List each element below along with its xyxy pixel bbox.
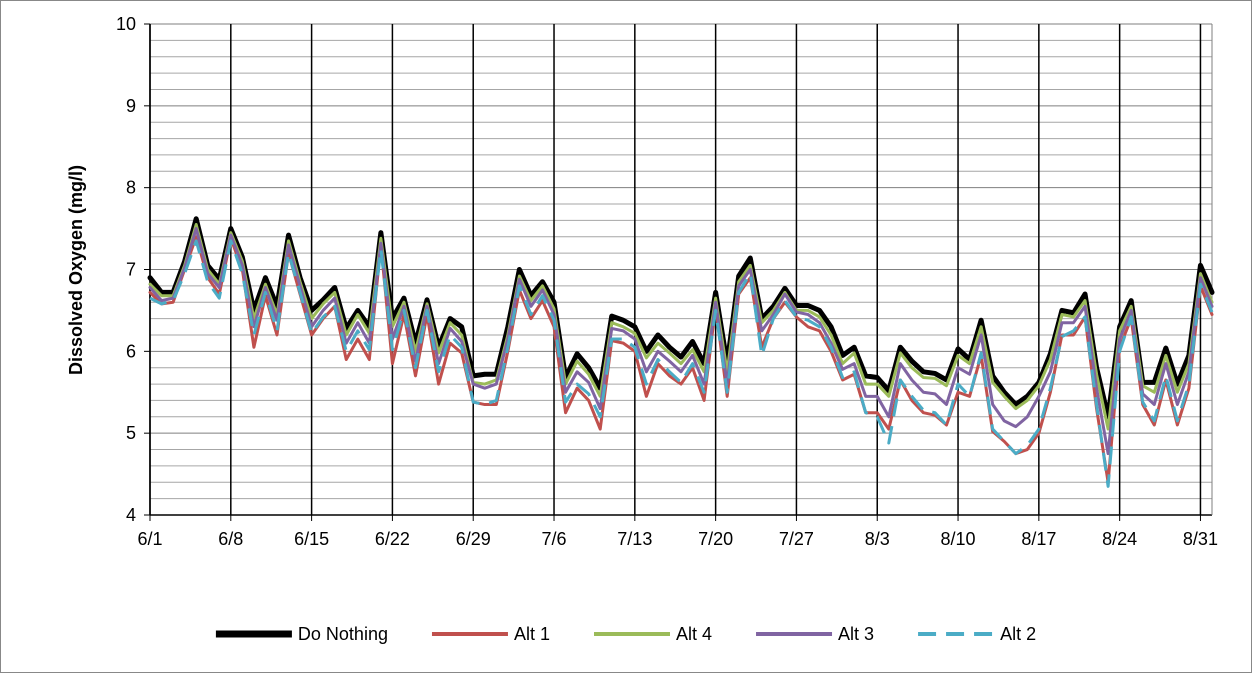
y-tick-label: 4 xyxy=(126,505,136,525)
y-tick-label: 10 xyxy=(116,14,136,34)
legend-label-alt-3: Alt 3 xyxy=(838,624,874,644)
x-tick-label: 6/8 xyxy=(218,529,243,549)
x-tick-label: 8/24 xyxy=(1102,529,1137,549)
legend-label-alt-4: Alt 4 xyxy=(676,624,712,644)
x-tick-label: 8/10 xyxy=(941,529,976,549)
y-tick-label: 9 xyxy=(126,96,136,116)
y-tick-label: 8 xyxy=(126,178,136,198)
legend-label-alt-2: Alt 2 xyxy=(1000,624,1036,644)
x-tick-label: 6/15 xyxy=(294,529,329,549)
legend: Do Nothing Alt 1 Alt 4 Alt 3 Alt 2 xyxy=(215,624,1036,644)
x-tick-label: 8/3 xyxy=(865,529,890,549)
x-tick-label: 6/22 xyxy=(375,529,410,549)
x-tick-label: 7/27 xyxy=(779,529,814,549)
x-tick-label: 7/20 xyxy=(698,529,733,549)
legend-label-do-nothing: Do Nothing xyxy=(298,624,388,644)
series-lines xyxy=(147,216,1215,488)
major-gridlines xyxy=(149,23,1212,515)
legend-label-alt-1: Alt 1 xyxy=(514,624,550,644)
y-axis-label: Dissolved Oxygen (mg/l) xyxy=(66,165,86,375)
x-tick-labels: 6/1 6/8 6/15 6/22 6/29 7/6 7/13 7/20 7/27 8/3 8/10… xyxy=(137,529,1217,549)
y-tick-label: 7 xyxy=(126,260,136,280)
y-tick-label: 6 xyxy=(126,341,136,361)
x-tick-label: 8/17 xyxy=(1021,529,1056,549)
series-line-alt-2 xyxy=(149,239,1214,488)
series-line-do-nothing xyxy=(147,216,1215,420)
x-tick-label: 7/6 xyxy=(542,529,567,549)
x-tick-label: 6/29 xyxy=(456,529,491,549)
series-line-alt-4 xyxy=(148,222,1214,431)
x-tick-label: 6/1 xyxy=(137,529,162,549)
x-tick-label: 7/13 xyxy=(617,529,652,549)
x-tick-label: 8/31 xyxy=(1183,529,1218,549)
y-tick-label: 5 xyxy=(126,423,136,443)
y-tick-labels: 4 5 6 7 8 9 10 xyxy=(116,14,136,525)
axes xyxy=(144,23,1213,521)
series-line-alt-3 xyxy=(148,227,1214,456)
